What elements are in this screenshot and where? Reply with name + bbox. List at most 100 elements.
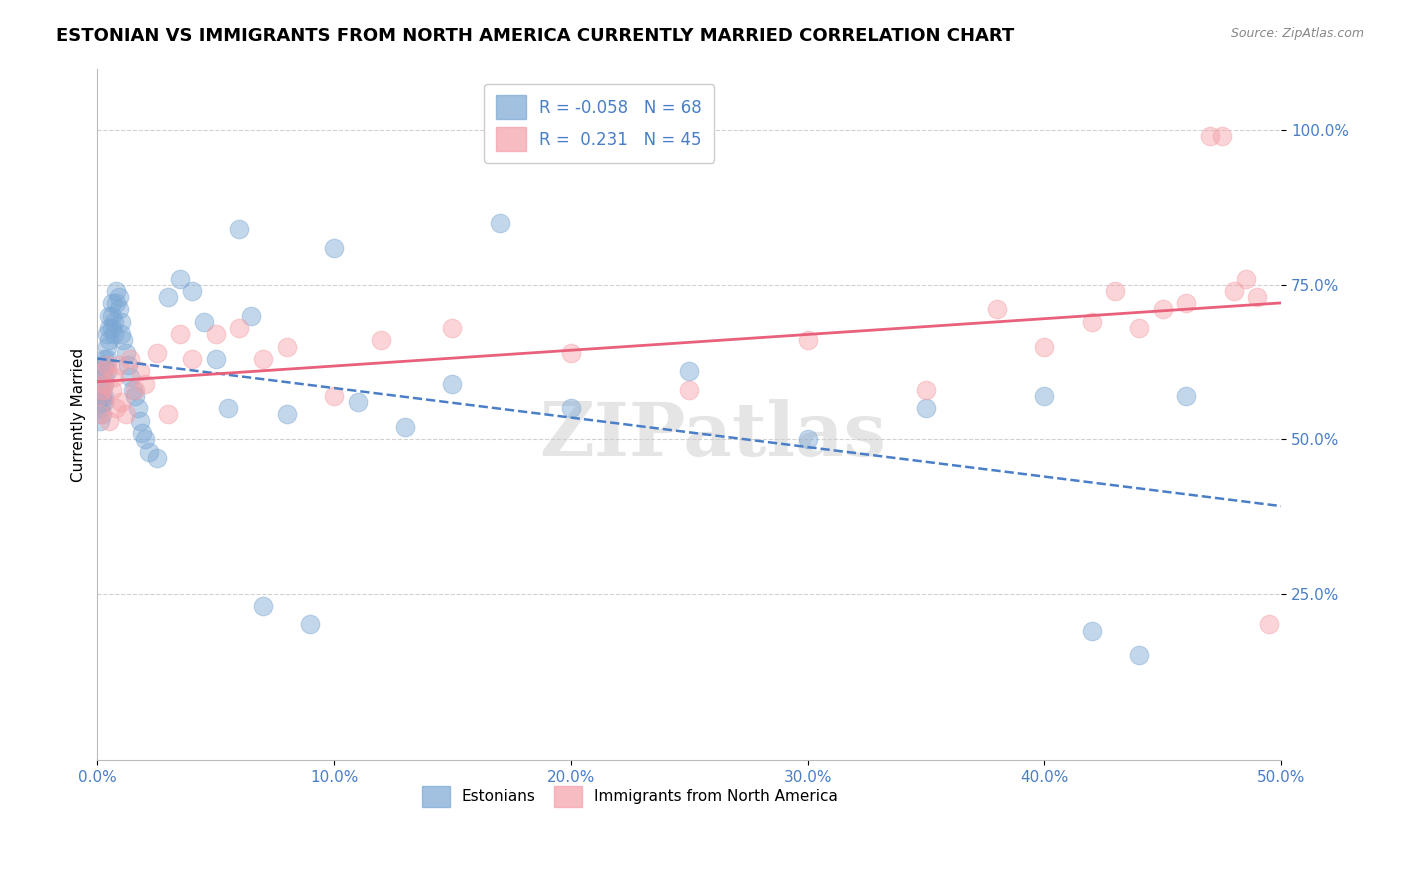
- Point: [96, 327, 118, 342]
- Text: ESTONIAN VS IMMIGRANTS FROM NORTH AMERICA CURRENTLY MARRIED CORRELATION CHART: ESTONIAN VS IMMIGRANTS FROM NORTH AMERIC…: [56, 27, 1015, 45]
- Point: [796, 432, 818, 446]
- Point: [560, 401, 582, 416]
- Point: [1033, 389, 1056, 403]
- Point: [169, 327, 191, 342]
- Point: [441, 376, 464, 391]
- Point: [107, 358, 129, 372]
- Point: [96, 351, 118, 366]
- Point: [346, 395, 368, 409]
- Point: [370, 334, 392, 348]
- Point: [96, 339, 118, 353]
- Point: [1033, 339, 1056, 353]
- Point: [120, 351, 142, 366]
- Point: [127, 401, 149, 416]
- Point: [91, 376, 114, 391]
- Point: [240, 309, 263, 323]
- Point: [89, 389, 111, 403]
- Point: [124, 383, 146, 397]
- Point: [986, 302, 1008, 317]
- Point: [1152, 302, 1174, 317]
- Point: [103, 370, 125, 384]
- Point: [96, 364, 118, 378]
- Point: [124, 389, 146, 403]
- Point: [1211, 129, 1233, 144]
- Point: [228, 222, 250, 236]
- Point: [89, 408, 111, 422]
- Point: [1080, 624, 1102, 638]
- Point: [98, 321, 121, 335]
- Point: [169, 271, 191, 285]
- Point: [89, 389, 111, 403]
- Point: [299, 617, 322, 632]
- Point: [796, 334, 818, 348]
- Y-axis label: Currently Married: Currently Married: [72, 347, 86, 482]
- Point: [1199, 129, 1222, 144]
- Point: [323, 241, 346, 255]
- Point: [107, 302, 129, 317]
- Point: [98, 414, 121, 428]
- Point: [100, 309, 122, 323]
- Point: [93, 351, 115, 366]
- Point: [131, 425, 153, 440]
- Point: [678, 364, 700, 378]
- Point: [204, 351, 226, 366]
- Point: [138, 444, 160, 458]
- Point: [93, 376, 115, 391]
- Text: ZIPatlas: ZIPatlas: [540, 399, 886, 472]
- Point: [114, 408, 136, 422]
- Point: [1222, 284, 1244, 298]
- Point: [1128, 321, 1150, 335]
- Point: [105, 284, 128, 298]
- Point: [89, 414, 111, 428]
- Point: [120, 370, 142, 384]
- Point: [915, 401, 938, 416]
- Point: [93, 376, 115, 391]
- Legend: Estonians, Immigrants from North America: Estonians, Immigrants from North America: [415, 778, 845, 815]
- Point: [93, 370, 115, 384]
- Point: [98, 334, 121, 348]
- Point: [93, 358, 115, 372]
- Point: [181, 284, 204, 298]
- Point: [114, 345, 136, 359]
- Point: [110, 395, 132, 409]
- Point: [107, 290, 129, 304]
- Point: [1175, 389, 1198, 403]
- Point: [100, 296, 122, 310]
- Point: [1175, 296, 1198, 310]
- Point: [157, 290, 180, 304]
- Text: Source: ZipAtlas.com: Source: ZipAtlas.com: [1230, 27, 1364, 40]
- Point: [103, 315, 125, 329]
- Point: [117, 358, 139, 372]
- Point: [488, 216, 510, 230]
- Point: [105, 296, 128, 310]
- Point: [100, 321, 122, 335]
- Point: [93, 395, 115, 409]
- Point: [1234, 271, 1257, 285]
- Point: [91, 383, 114, 397]
- Point: [98, 309, 121, 323]
- Point: [110, 315, 132, 329]
- Point: [96, 358, 118, 372]
- Point: [560, 345, 582, 359]
- Point: [915, 383, 938, 397]
- Point: [394, 419, 416, 434]
- Point: [134, 376, 156, 391]
- Point: [93, 364, 115, 378]
- Point: [145, 450, 167, 465]
- Point: [121, 383, 143, 397]
- Point: [228, 321, 250, 335]
- Point: [323, 389, 346, 403]
- Point: [93, 389, 115, 403]
- Point: [252, 351, 274, 366]
- Point: [145, 345, 167, 359]
- Point: [193, 315, 215, 329]
- Point: [1080, 315, 1102, 329]
- Point: [129, 364, 152, 378]
- Point: [100, 383, 122, 397]
- Point: [105, 401, 128, 416]
- Point: [103, 327, 125, 342]
- Point: [1258, 617, 1281, 632]
- Point: [678, 383, 700, 397]
- Point: [91, 364, 114, 378]
- Point: [1128, 648, 1150, 663]
